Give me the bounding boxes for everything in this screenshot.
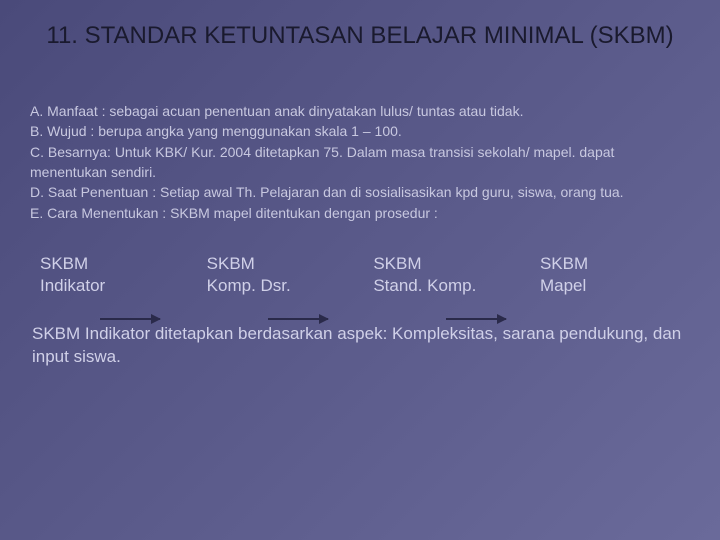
footer-text: SKBM Indikator ditetapkan berdasarkan as… (30, 323, 690, 369)
flow-item-kompdsr: SKBM Komp. Dsr. (207, 253, 347, 297)
flow-label: SKBM (373, 254, 421, 273)
flow-label: SKBM (540, 254, 588, 273)
arrow-icon (446, 318, 506, 320)
flow-label: SKBM (207, 254, 255, 273)
flow-label: Indikator (40, 276, 105, 295)
flow-item-standkomp: SKBM Stand. Komp. (373, 253, 513, 297)
flow-label: SKBM (40, 254, 88, 273)
arrow-icon (100, 318, 160, 320)
flow-item-mapel: SKBM Mapel (540, 253, 680, 297)
slide-container: 11. STANDAR KETUNTASAN BELAJAR MINIMAL (… (0, 0, 720, 540)
body-line-d: D. Saat Penentuan : Setiap awal Th. Pela… (30, 182, 690, 202)
body-line-e: E. Cara Menentukan : SKBM mapel ditentuk… (30, 203, 690, 223)
flow-row: SKBM Indikator SKBM Komp. Dsr. SKBM Stan… (30, 253, 690, 297)
flow-label: Mapel (540, 276, 586, 295)
flow-item-indikator: SKBM Indikator (40, 253, 180, 297)
body-line-a: A. Manfaat : sebagai acuan penentuan ana… (30, 101, 690, 121)
body-line-b: B. Wujud : berupa angka yang menggunakan… (30, 121, 690, 141)
flow-label: Stand. Komp. (373, 276, 476, 295)
body-line-c: C. Besarnya: Untuk KBK/ Kur. 2004 diteta… (30, 142, 690, 183)
arrow-icon (268, 318, 328, 320)
flow-label: Komp. Dsr. (207, 276, 291, 295)
slide-title: 11. STANDAR KETUNTASAN BELAJAR MINIMAL (… (30, 20, 690, 51)
body-text-block: A. Manfaat : sebagai acuan penentuan ana… (30, 101, 690, 223)
